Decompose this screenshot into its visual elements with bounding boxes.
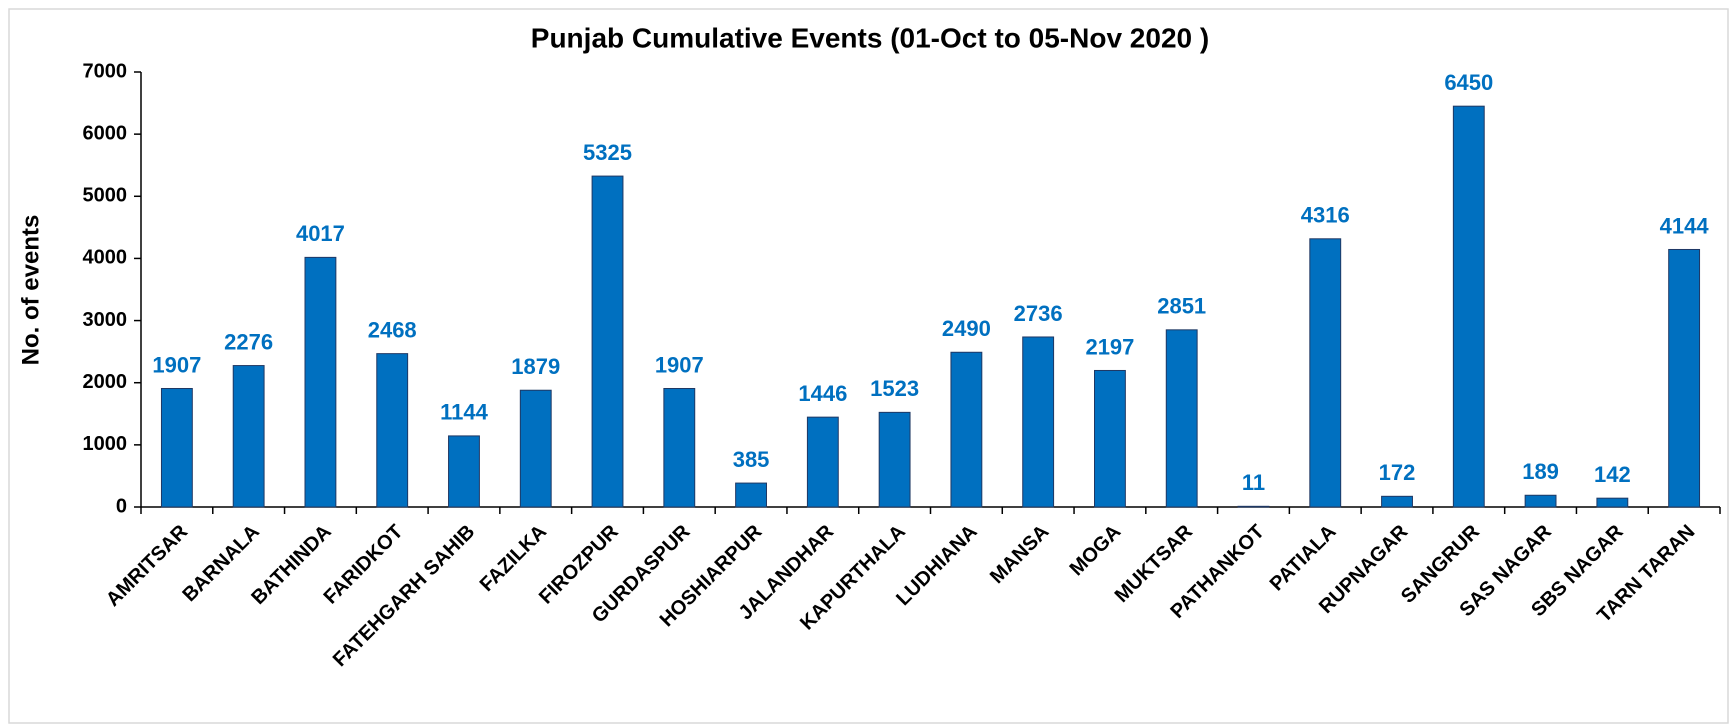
bar: [376, 353, 409, 508]
bar: [950, 351, 983, 508]
chart-frame: [8, 8, 1729, 724]
bar: [735, 482, 767, 508]
y-tick-label: 2000: [83, 371, 128, 393]
bar: [1237, 505, 1270, 508]
bar: [878, 411, 911, 508]
bar: [1094, 369, 1126, 508]
value-label: 2276: [224, 329, 273, 354]
bar: [1165, 329, 1198, 508]
value-label: 2468: [368, 317, 417, 342]
y-tick-label: 5000: [83, 185, 128, 207]
value-label: 189: [1522, 459, 1559, 484]
bar: [232, 365, 265, 508]
bar: [1596, 497, 1629, 508]
value-label: 1144: [440, 400, 488, 425]
y-axis-label: No. of events: [17, 215, 44, 366]
value-label: 1523: [870, 376, 919, 401]
bar: [1381, 495, 1413, 508]
y-tick-label: 6000: [83, 122, 128, 144]
y-tick-label: 0: [116, 495, 127, 517]
bar: [304, 256, 337, 508]
value-label: 2490: [942, 316, 991, 341]
y-tick-label: 7000: [83, 60, 128, 82]
value-label: 6450: [1444, 70, 1493, 95]
value-label: 4144: [1660, 213, 1710, 238]
bar: [519, 389, 552, 508]
y-tick-label: 1000: [83, 433, 128, 455]
value-label: 4316: [1301, 203, 1350, 228]
value-label: 4017: [296, 221, 345, 246]
value-label: 385: [733, 447, 770, 472]
value-label: 11: [1242, 470, 1265, 495]
bar: [1668, 248, 1701, 508]
y-tick-label: 3000: [83, 309, 128, 331]
y-tick-label: 4000: [83, 247, 128, 269]
value-label: 172: [1379, 460, 1416, 485]
value-label: 5325: [583, 140, 632, 165]
value-label: 1907: [152, 352, 201, 377]
bar: [1309, 238, 1342, 508]
value-label: 2197: [1085, 334, 1134, 359]
bar: [160, 387, 193, 508]
bar: [663, 387, 696, 508]
bar: [448, 435, 480, 508]
bar: [1022, 336, 1055, 508]
bar: [591, 175, 624, 508]
value-label: 142: [1594, 462, 1631, 487]
value-label: 2851: [1157, 294, 1206, 319]
value-label: 1907: [655, 352, 704, 377]
chart-title: Punjab Cumulative Events (01-Oct to 05-N…: [531, 22, 1209, 53]
bar: [1524, 494, 1557, 508]
value-label: 2736: [1014, 301, 1063, 326]
bar: [1452, 105, 1485, 508]
value-label: 1879: [511, 354, 560, 379]
value-label: 1446: [798, 381, 847, 406]
bar: [806, 416, 839, 508]
